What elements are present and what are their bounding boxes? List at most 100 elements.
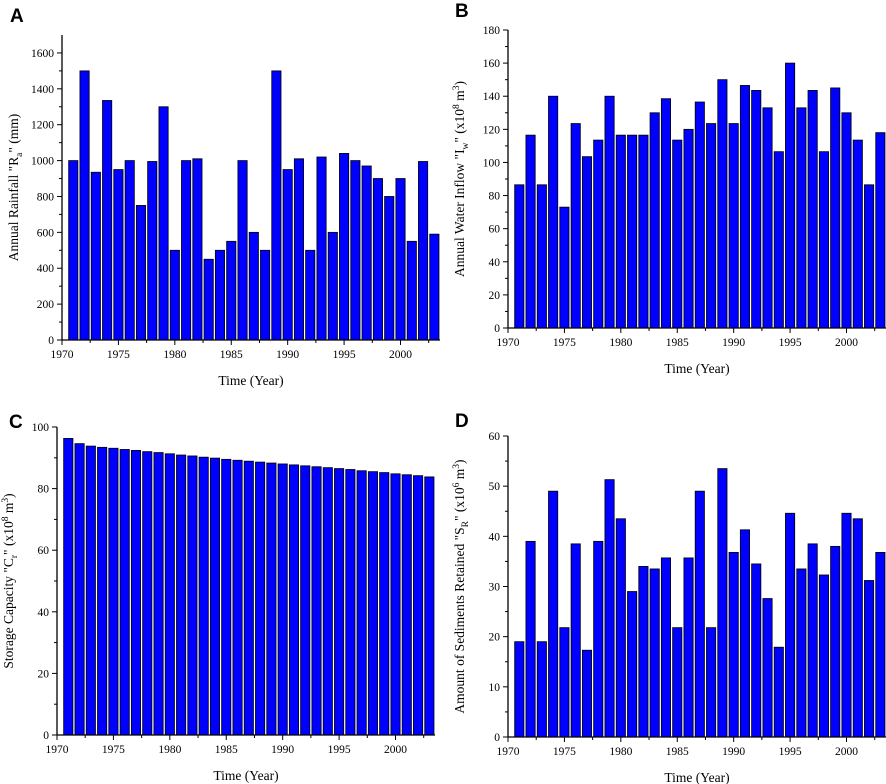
bar-1974 xyxy=(548,490,559,738)
bar-1990 xyxy=(282,169,293,341)
bar-1973 xyxy=(536,184,547,329)
panel-letter: C xyxy=(9,412,23,433)
bar-1988 xyxy=(260,249,271,341)
bar-1979 xyxy=(153,452,164,736)
y-axis-title-part-pre: Annual Rainfall "R xyxy=(6,157,21,262)
y-tick-label: 40 xyxy=(489,531,501,543)
bar-1999 xyxy=(379,472,390,736)
bar-2002 xyxy=(418,161,429,341)
bar-1996 xyxy=(345,469,356,736)
y-tick-label: 200 xyxy=(37,299,55,311)
bar-1976 xyxy=(124,160,135,341)
bar-1987 xyxy=(694,101,705,329)
x-tick-label: 2000 xyxy=(389,349,412,361)
bar-1994 xyxy=(327,231,338,341)
y-tick-label: 100 xyxy=(32,422,50,434)
bar-1984 xyxy=(660,557,671,738)
x-tick-label: 1990 xyxy=(271,744,294,756)
bar-1986 xyxy=(237,160,248,341)
y-tick-label: 0 xyxy=(48,335,54,347)
bar-1999 xyxy=(830,87,841,329)
y-axis-title-part-mid: " (x10 xyxy=(452,487,467,521)
bar-1978 xyxy=(147,161,158,341)
bar-2003 xyxy=(424,476,435,736)
y-tick-label: 1200 xyxy=(31,120,54,132)
x-tick-label: 1985 xyxy=(666,746,689,758)
y-tick-label: 50 xyxy=(489,481,501,493)
bar-1978 xyxy=(593,540,604,738)
bar-1999 xyxy=(830,545,841,738)
y-tick-label: 40 xyxy=(38,607,50,619)
y-axis-title-part-sup: 8 xyxy=(452,104,462,109)
x-tick-label: 1985 xyxy=(215,744,238,756)
bar-1977 xyxy=(135,205,147,341)
bar-1998 xyxy=(818,574,829,738)
bar-1989 xyxy=(266,462,277,736)
bar-1993 xyxy=(762,598,773,738)
y-axis-title-part-sub: R xyxy=(461,520,471,527)
y-tick-label: 60 xyxy=(489,431,501,443)
bar-1991 xyxy=(288,464,299,736)
bar-2002 xyxy=(864,580,875,738)
bar-1977 xyxy=(130,450,142,736)
y-axis-title-part-post: m xyxy=(452,468,467,482)
bar-1982 xyxy=(187,455,198,736)
bar-1993 xyxy=(762,107,773,329)
y-tick-label: 400 xyxy=(37,263,55,275)
bar-1980 xyxy=(169,249,180,341)
bar-1978 xyxy=(593,139,604,329)
bar-1981 xyxy=(181,160,192,341)
y-tick-label: 800 xyxy=(37,191,55,203)
bar-1997 xyxy=(356,470,367,736)
x-tick-label: 1995 xyxy=(328,744,351,756)
bar-1997 xyxy=(807,543,818,738)
y-tick-label: 60 xyxy=(38,545,50,557)
bar-1998 xyxy=(372,178,383,341)
bar-1976 xyxy=(570,543,581,738)
bar-1982 xyxy=(638,566,649,738)
bar-1978 xyxy=(142,451,153,736)
bar-1971 xyxy=(63,437,74,736)
x-tick-label: 1975 xyxy=(107,349,130,361)
y-tick-label: 20 xyxy=(489,632,501,644)
x-tick-label: 1995 xyxy=(333,349,356,361)
bar-1985 xyxy=(672,139,683,329)
bar-1986 xyxy=(232,459,243,736)
bar-1985 xyxy=(226,240,237,341)
y-tick-label: 40 xyxy=(489,257,501,269)
y-axis-title-part-sub: r xyxy=(10,554,20,558)
y-axis-title-part-sup2: 3 xyxy=(1,498,11,503)
y-axis-title: Amount of Sediments Retained "SR" (x106 … xyxy=(452,459,471,713)
y-tick-label: 140 xyxy=(483,91,501,103)
bar-1981 xyxy=(627,591,638,738)
bar-1990 xyxy=(728,551,739,738)
y-axis-title-part-pre: Storage Capacity "C xyxy=(1,558,16,669)
bar-1987 xyxy=(243,460,254,736)
y-axis-title-part-sub: w xyxy=(461,142,471,149)
y-tick-label: 1600 xyxy=(31,48,54,60)
x-tick-label: 1970 xyxy=(51,349,74,361)
bar-1979 xyxy=(604,95,615,329)
bar-1985 xyxy=(672,627,683,738)
bar-1980 xyxy=(615,518,626,738)
x-tick-label: 1990 xyxy=(722,746,745,758)
bar-1991 xyxy=(293,158,304,341)
bar-1996 xyxy=(796,568,807,738)
chart-panel-a: A 0 200 400 600 800 1000 1200 1400 1600 1970 1975 19… xyxy=(6,6,440,388)
bar-2003 xyxy=(875,551,886,738)
bar-1984 xyxy=(214,249,225,341)
bar-1983 xyxy=(198,456,209,736)
y-tick-label: 1000 xyxy=(31,156,54,168)
x-tick-label: 1985 xyxy=(666,337,689,349)
bar-2001 xyxy=(852,518,863,738)
bar-1996 xyxy=(796,107,807,329)
bar-2001 xyxy=(852,139,863,329)
bar-1973 xyxy=(90,171,101,341)
x-tick-label: 1980 xyxy=(158,744,181,756)
bar-1990 xyxy=(277,463,288,736)
bar-1998 xyxy=(818,151,829,329)
x-axis-title: Time (Year) xyxy=(664,770,729,784)
y-tick-label: 100 xyxy=(483,157,501,169)
bar-1984 xyxy=(209,457,220,736)
bar-2000 xyxy=(395,178,406,341)
